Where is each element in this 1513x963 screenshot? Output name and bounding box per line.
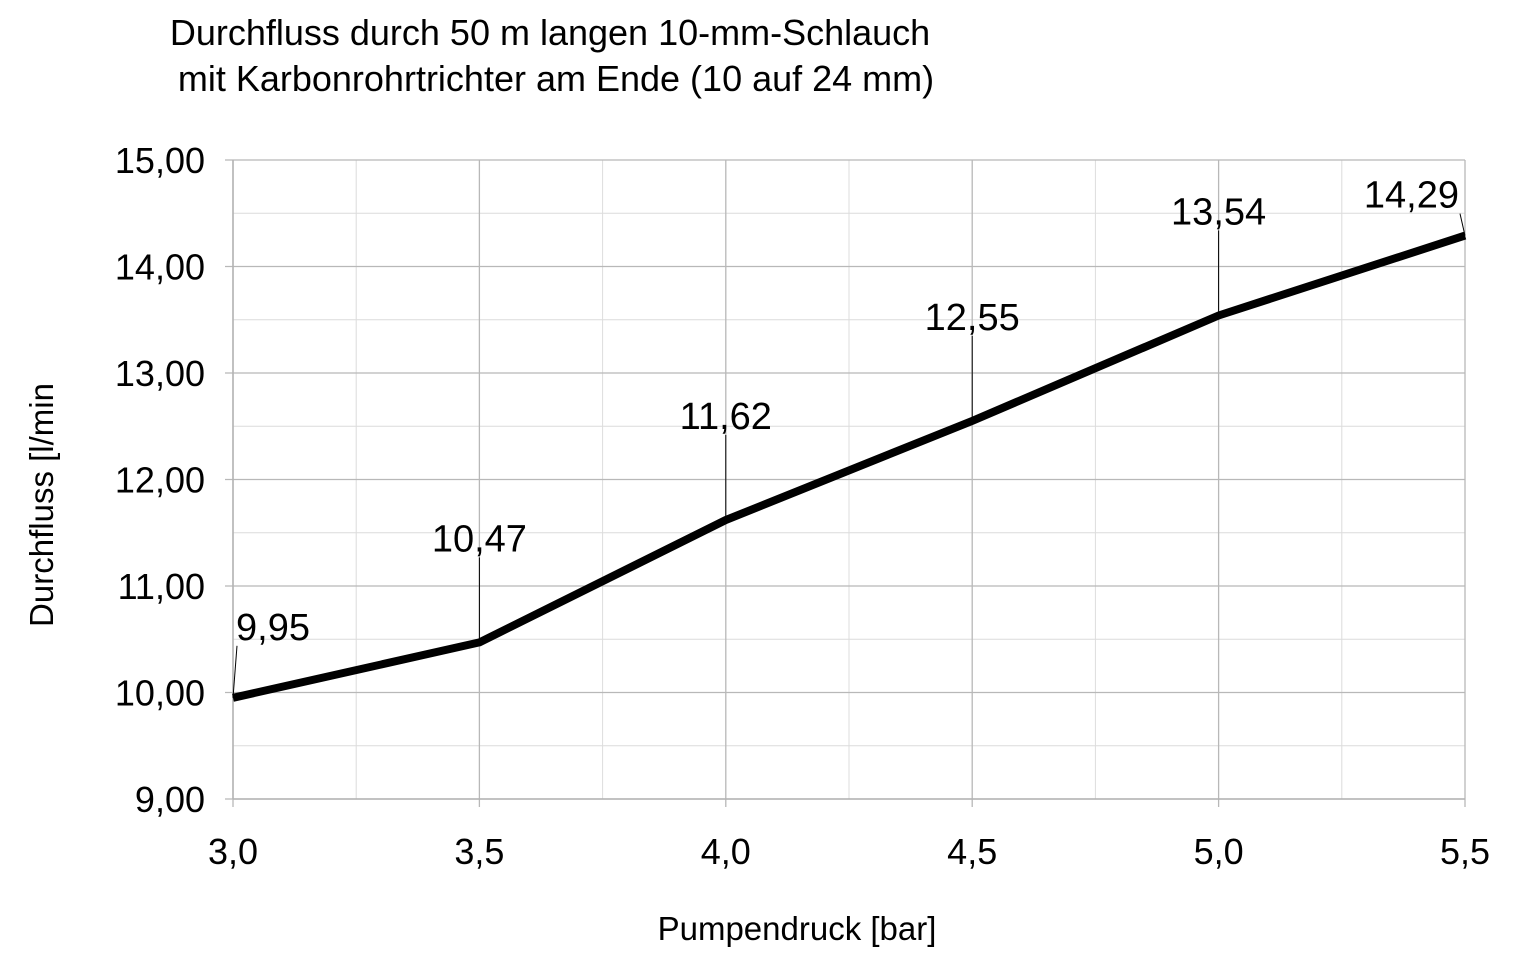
x-tick-label: 5,5	[1440, 831, 1490, 872]
y-tick-label: 15,00	[115, 140, 205, 181]
data-label-leader	[232, 645, 238, 698]
major-grid	[225, 159, 1466, 807]
y-tick-label: 11,00	[118, 566, 205, 607]
y-axis-label: Durchfluss [l/min	[23, 383, 60, 627]
x-tick-label: 3,5	[454, 831, 504, 872]
data-label: 14,29	[1364, 175, 1459, 217]
y-tick-label: 14,00	[115, 247, 205, 288]
data-labels: 9,95 10,47 11,62 12,55 13,54 14,29	[236, 175, 1459, 649]
data-label: 11,62	[680, 396, 772, 438]
data-label-leaders	[232, 213, 1466, 698]
y-axis-ticks: 9,00 10,00 11,00 12,00 13,00 14,00 15,00	[115, 140, 205, 820]
chart-title: Durchfluss durch 50 m langen 10-mm-Schla…	[170, 12, 934, 99]
data-label: 9,95	[236, 607, 310, 649]
x-tick-label: 4,5	[947, 831, 997, 872]
data-label: 10,47	[432, 518, 527, 560]
chart-title-line-1: Durchfluss durch 50 m langen 10-mm-Schla…	[170, 12, 930, 53]
y-tick-label: 12,00	[115, 460, 205, 501]
data-label-leader	[1459, 213, 1466, 236]
x-tick-label: 4,0	[701, 831, 751, 872]
x-tick-label: 5,0	[1194, 831, 1244, 872]
x-axis-label: Pumpendruck [bar]	[658, 910, 937, 947]
chart-title-line-2: mit Karbonrohrtrichter am Ende (10 auf 2…	[178, 58, 934, 99]
x-tick-label: 3,0	[208, 831, 258, 872]
x-axis-ticks: 3,0 3,5 4,0 4,5 5,0 5,5	[208, 831, 1490, 872]
data-label: 13,54	[1171, 191, 1266, 233]
y-tick-label: 10,00	[115, 673, 205, 714]
y-tick-label: 9,00	[135, 779, 205, 820]
series-line	[232, 231, 1467, 702]
data-label: 12,55	[925, 297, 1020, 339]
y-tick-label: 13,00	[115, 353, 205, 394]
